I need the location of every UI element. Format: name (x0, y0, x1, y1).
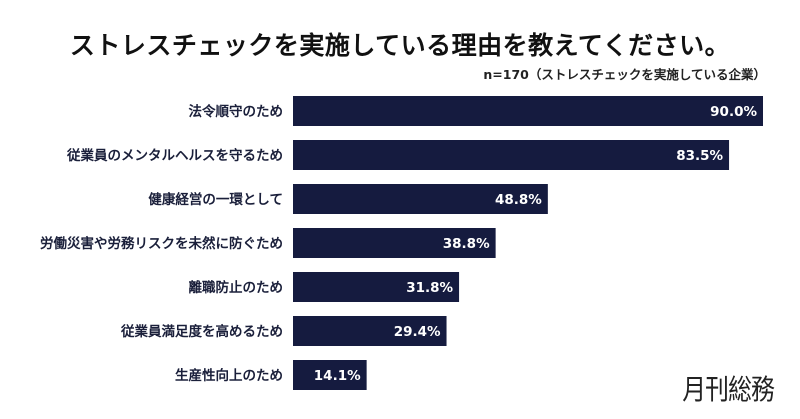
data-label: 48.8% (495, 192, 542, 208)
data-label: 31.8% (406, 280, 453, 296)
data-label: 83.5% (676, 148, 723, 164)
category-label: 従業員満足度を高めるため (120, 323, 283, 340)
bar (293, 360, 367, 390)
category-label: 従業員のメンタルヘルスを守るため (66, 147, 283, 164)
category-label: 生産性向上のため (175, 367, 283, 384)
category-label: 健康経営の一環として (148, 191, 283, 208)
category-label: 離職防止のため (189, 279, 284, 296)
data-label: 90.0% (710, 104, 757, 120)
bar (293, 184, 548, 214)
bar (293, 140, 730, 170)
bar (293, 96, 763, 126)
bar (293, 316, 447, 346)
bar (293, 228, 496, 258)
category-label: 労働災害や労務リスクを未然に防ぐため (40, 235, 283, 252)
chart-title: ストレスチェックを実施している理由を教えてください。 (69, 31, 731, 60)
logo: 月刊総務 (682, 373, 775, 406)
bar (293, 272, 460, 302)
category-label: 法令順守のため (189, 103, 284, 120)
chart-subtitle: n=170（ストレスチェックを実施している企業） (483, 67, 766, 82)
data-label: 14.1% (314, 368, 361, 384)
data-label: 29.4% (394, 324, 441, 340)
data-label: 38.8% (443, 236, 490, 252)
